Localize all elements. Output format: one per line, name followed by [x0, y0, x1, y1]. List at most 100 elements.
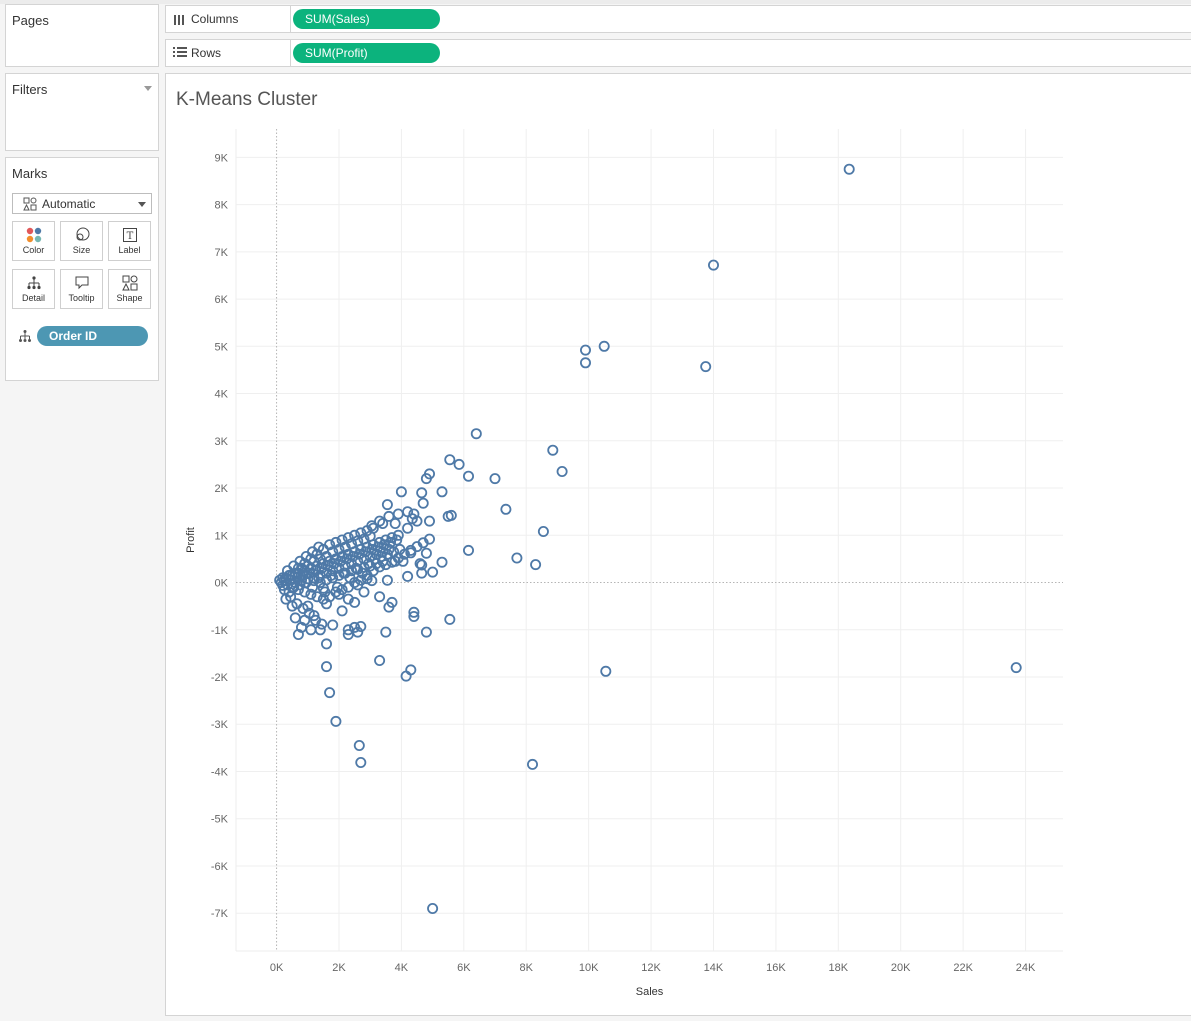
- scatter-point[interactable]: [303, 607, 315, 619]
- scatter-point[interactable]: [381, 499, 393, 511]
- scatter-point[interactable]: [325, 569, 337, 581]
- scatter-point[interactable]: [341, 553, 353, 565]
- scatter-point[interactable]: [436, 486, 448, 498]
- tooltip-button[interactable]: Tooltip: [60, 269, 103, 309]
- scatter-point[interactable]: [316, 618, 328, 630]
- scatter-point[interactable]: [416, 487, 428, 499]
- scatter-point[interactable]: [313, 572, 325, 584]
- scatter-point[interactable]: [331, 581, 343, 593]
- scatter-point[interactable]: [327, 619, 339, 631]
- scatter-point[interactable]: [436, 556, 448, 568]
- scatter-point[interactable]: [364, 530, 376, 542]
- scatter-point[interactable]: [414, 558, 426, 570]
- scatter-point[interactable]: [303, 567, 315, 579]
- scatter-point[interactable]: [489, 473, 501, 485]
- scatter-point[interactable]: [320, 661, 332, 673]
- color-button[interactable]: Color: [12, 221, 55, 261]
- scatter-point[interactable]: [392, 508, 404, 520]
- scatter-point[interactable]: [322, 560, 334, 572]
- scatter-point[interactable]: [380, 626, 392, 638]
- scatter-point[interactable]: [352, 535, 364, 547]
- scatter-point[interactable]: [470, 428, 482, 440]
- scatter-point[interactable]: [600, 665, 612, 677]
- scatter-point[interactable]: [311, 591, 323, 603]
- scatter-point[interactable]: [349, 596, 361, 608]
- scatter-point[interactable]: [359, 546, 371, 558]
- scatter-point[interactable]: [381, 548, 393, 560]
- scatter-point[interactable]: [700, 361, 712, 373]
- scatter-point[interactable]: [285, 591, 297, 603]
- scatter-point[interactable]: [408, 611, 420, 623]
- scatter-point[interactable]: [526, 758, 538, 770]
- scatter-point[interactable]: [394, 543, 406, 555]
- scatter-point[interactable]: [598, 340, 610, 352]
- scatter-point[interactable]: [391, 534, 403, 546]
- rows-shelf[interactable]: Rows SUM(Profit): [165, 39, 1191, 67]
- scatter-point[interactable]: [384, 536, 396, 548]
- scatter-point[interactable]: [423, 533, 435, 545]
- scatter-point[interactable]: [288, 581, 300, 593]
- scatter-point[interactable]: [383, 601, 395, 613]
- scatter-point[interactable]: [377, 517, 389, 529]
- scatter-point[interactable]: [388, 546, 400, 558]
- scatter-point[interactable]: [402, 570, 414, 582]
- scatter-plot[interactable]: 9K 8K 7K 6K 5K 4K 3K 2K 1K 0K -1K -2K -3K -4K -5K -6K -7…: [166, 74, 1190, 1015]
- filters-menu-arrow-icon[interactable]: [144, 86, 152, 91]
- order-id-pill[interactable]: Order ID: [37, 326, 148, 346]
- scatter-point[interactable]: [374, 655, 386, 667]
- scatter-point[interactable]: [352, 626, 364, 638]
- scatter-point[interactable]: [579, 357, 591, 369]
- scatter-point[interactable]: [375, 550, 387, 562]
- scatter-point[interactable]: [381, 574, 393, 586]
- scatter-point[interactable]: [347, 550, 359, 562]
- scatter-point[interactable]: [500, 503, 512, 515]
- scatter-point[interactable]: [420, 547, 432, 559]
- scatter-point[interactable]: [374, 591, 386, 603]
- scatter-point[interactable]: [402, 522, 414, 534]
- scatter-point[interactable]: [342, 593, 354, 605]
- scatter-point[interactable]: [358, 533, 370, 545]
- scatter-point[interactable]: [294, 579, 306, 591]
- scatter-point[interactable]: [547, 444, 559, 456]
- scatter-point[interactable]: [316, 562, 328, 574]
- scatter-point[interactable]: [314, 576, 326, 588]
- columns-shelf[interactable]: Columns SUM(Sales): [165, 5, 1191, 33]
- scatter-point[interactable]: [344, 572, 356, 584]
- scatter-point[interactable]: [319, 586, 331, 598]
- scatter-point[interactable]: [392, 529, 404, 541]
- scatter-point[interactable]: [328, 558, 340, 570]
- pages-card[interactable]: Pages: [5, 4, 159, 67]
- scatter-point[interactable]: [416, 559, 428, 571]
- scatter-point[interactable]: [306, 581, 318, 593]
- scatter-point[interactable]: [305, 588, 317, 600]
- shape-button[interactable]: Shape: [108, 269, 151, 309]
- scatter-point[interactable]: [330, 715, 342, 727]
- scatter-point[interactable]: [356, 567, 368, 579]
- scatter-point[interactable]: [289, 612, 301, 624]
- scatter-point[interactable]: [389, 517, 401, 529]
- scatter-point[interactable]: [317, 593, 329, 605]
- scatter-point[interactable]: [374, 515, 386, 527]
- mark-type-select[interactable]: Automatic: [12, 193, 152, 214]
- scatter-point[interactable]: [380, 559, 392, 571]
- detail-button[interactable]: Detail: [12, 269, 55, 309]
- sum-sales-pill[interactable]: SUM(Sales): [293, 9, 440, 29]
- scatter-point[interactable]: [453, 458, 465, 470]
- scatter-point[interactable]: [372, 541, 384, 553]
- filters-card[interactable]: Filters: [5, 73, 159, 151]
- scatter-point[interactable]: [530, 559, 542, 571]
- scatter-point[interactable]: [342, 532, 354, 544]
- scatter-point[interactable]: [336, 605, 348, 617]
- scatter-point[interactable]: [444, 613, 456, 625]
- scatter-point[interactable]: [353, 548, 365, 560]
- scatter-point[interactable]: [330, 586, 342, 598]
- scatter-point[interactable]: [358, 586, 370, 598]
- scatter-point[interactable]: [708, 259, 720, 271]
- scatter-point[interactable]: [355, 757, 367, 769]
- scatter-point[interactable]: [314, 624, 326, 636]
- label-button[interactable]: T Label: [108, 221, 151, 261]
- scatter-point[interactable]: [369, 553, 381, 565]
- sum-profit-pill[interactable]: SUM(Profit): [293, 43, 440, 63]
- scatter-point[interactable]: [353, 740, 365, 752]
- scatter-point[interactable]: [411, 515, 423, 527]
